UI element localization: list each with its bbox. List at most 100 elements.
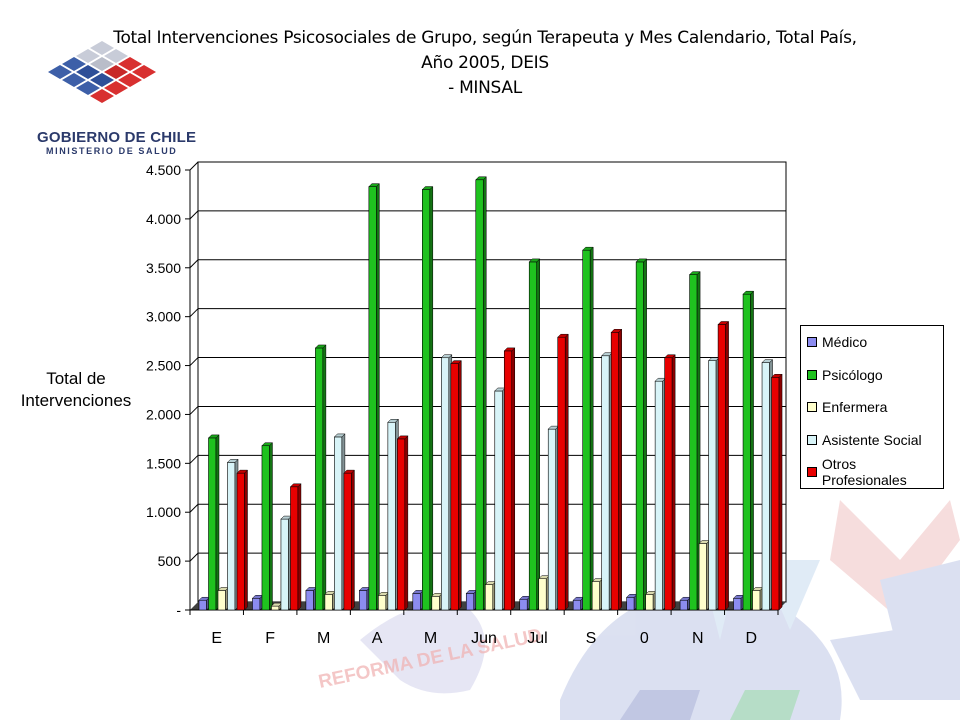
legend-swatch — [807, 402, 817, 412]
legend-swatch — [807, 369, 817, 380]
bar-top — [557, 333, 569, 338]
legend-swatch — [807, 434, 817, 445]
x-tick-label: M — [317, 630, 330, 647]
bar — [198, 596, 211, 611]
bar-top — [289, 483, 302, 488]
bar-top — [207, 434, 220, 439]
y-tick-label: - — [176, 602, 181, 618]
bar-top — [440, 354, 453, 358]
bar-front — [290, 486, 299, 611]
bar-top — [236, 469, 249, 474]
bar-top — [333, 433, 346, 438]
bar — [358, 586, 371, 611]
gridline-diagonal — [189, 210, 199, 220]
bar-top — [475, 176, 487, 181]
bar-side — [351, 469, 355, 611]
bar-top — [421, 186, 434, 190]
bar-front — [334, 436, 343, 611]
x-tick-label: N — [692, 630, 704, 647]
bar-front — [698, 543, 707, 611]
bar-top — [528, 258, 541, 263]
bar — [503, 347, 516, 611]
bar-side — [778, 373, 783, 611]
bar-front — [208, 437, 217, 611]
bar-side — [269, 442, 273, 611]
legend-swatch — [807, 467, 817, 477]
y-tick-label: 3.500 — [146, 260, 181, 276]
bar-top — [396, 435, 409, 440]
bar-front — [717, 324, 726, 611]
bar-side — [483, 176, 487, 611]
bar-front — [252, 597, 261, 611]
bar-front — [635, 261, 644, 611]
bar-front — [422, 189, 431, 611]
bar-top — [717, 321, 730, 325]
bar-front — [582, 249, 591, 611]
bar-front — [359, 590, 368, 611]
bar-front — [431, 596, 440, 611]
bar — [635, 258, 648, 611]
bar — [572, 596, 585, 611]
y-tick-label: 1.500 — [146, 455, 181, 471]
bar-front — [547, 428, 557, 611]
gridline-diagonal — [189, 454, 199, 464]
gridline-diagonal — [189, 503, 199, 513]
y-axis-label-line1: Total de — [46, 369, 106, 388]
bar — [519, 595, 531, 611]
bar — [261, 442, 274, 611]
bar-front — [198, 599, 207, 611]
bar-front — [538, 578, 547, 611]
bar-front — [305, 590, 314, 611]
bar-front — [528, 261, 538, 611]
bar-front — [689, 274, 698, 611]
bar — [547, 425, 560, 611]
bar — [557, 333, 569, 611]
bar-front — [397, 438, 406, 611]
y-tick-label: 4.500 — [146, 162, 181, 178]
bar — [732, 594, 745, 611]
bar — [688, 271, 701, 611]
bar — [626, 593, 638, 611]
bar-front — [315, 347, 324, 611]
gridline-diagonal — [189, 308, 199, 318]
bar — [475, 176, 487, 611]
x-tick-label: D — [745, 630, 757, 647]
legend-label: Asistente Social — [822, 431, 922, 448]
bar — [751, 586, 764, 611]
bar-front — [412, 593, 421, 611]
x-tick-label: S — [586, 630, 597, 647]
chart-title: Total Intervenciones Psicosociales de Gr… — [95, 26, 875, 101]
bar-side — [404, 435, 409, 611]
bar-side — [589, 246, 594, 611]
bar-front — [654, 380, 663, 611]
bar-front — [484, 584, 494, 611]
bar — [465, 589, 478, 611]
bar — [280, 515, 293, 611]
bar-side — [376, 183, 380, 611]
gridline-diagonal — [189, 357, 199, 366]
bar-side — [536, 258, 540, 611]
bar-front — [572, 599, 581, 611]
bar-front — [450, 363, 459, 611]
chart-title-line1: Total Intervenciones Psicosociales de Gr… — [113, 28, 857, 73]
bar — [421, 185, 434, 611]
bar-front — [771, 376, 780, 611]
y-tick-label: 2.000 — [146, 406, 181, 422]
bar-top — [664, 354, 676, 358]
bar-front — [664, 357, 673, 611]
bar-front — [475, 179, 484, 611]
bar — [601, 352, 613, 611]
bar — [289, 483, 302, 611]
x-tick-label: Jul — [527, 630, 547, 647]
bar — [664, 354, 676, 611]
x-tick-label: Jun — [471, 630, 497, 647]
x-tick-label: E — [211, 630, 222, 647]
y-tick-label: 4.000 — [146, 211, 181, 227]
bar-front — [601, 355, 610, 611]
bar-side — [429, 185, 434, 611]
chart-title-line2: - MINSAL — [448, 78, 522, 98]
bar — [450, 359, 462, 611]
bar — [396, 435, 409, 611]
legend-label: Psicólogo — [822, 366, 883, 383]
bar — [645, 590, 657, 611]
